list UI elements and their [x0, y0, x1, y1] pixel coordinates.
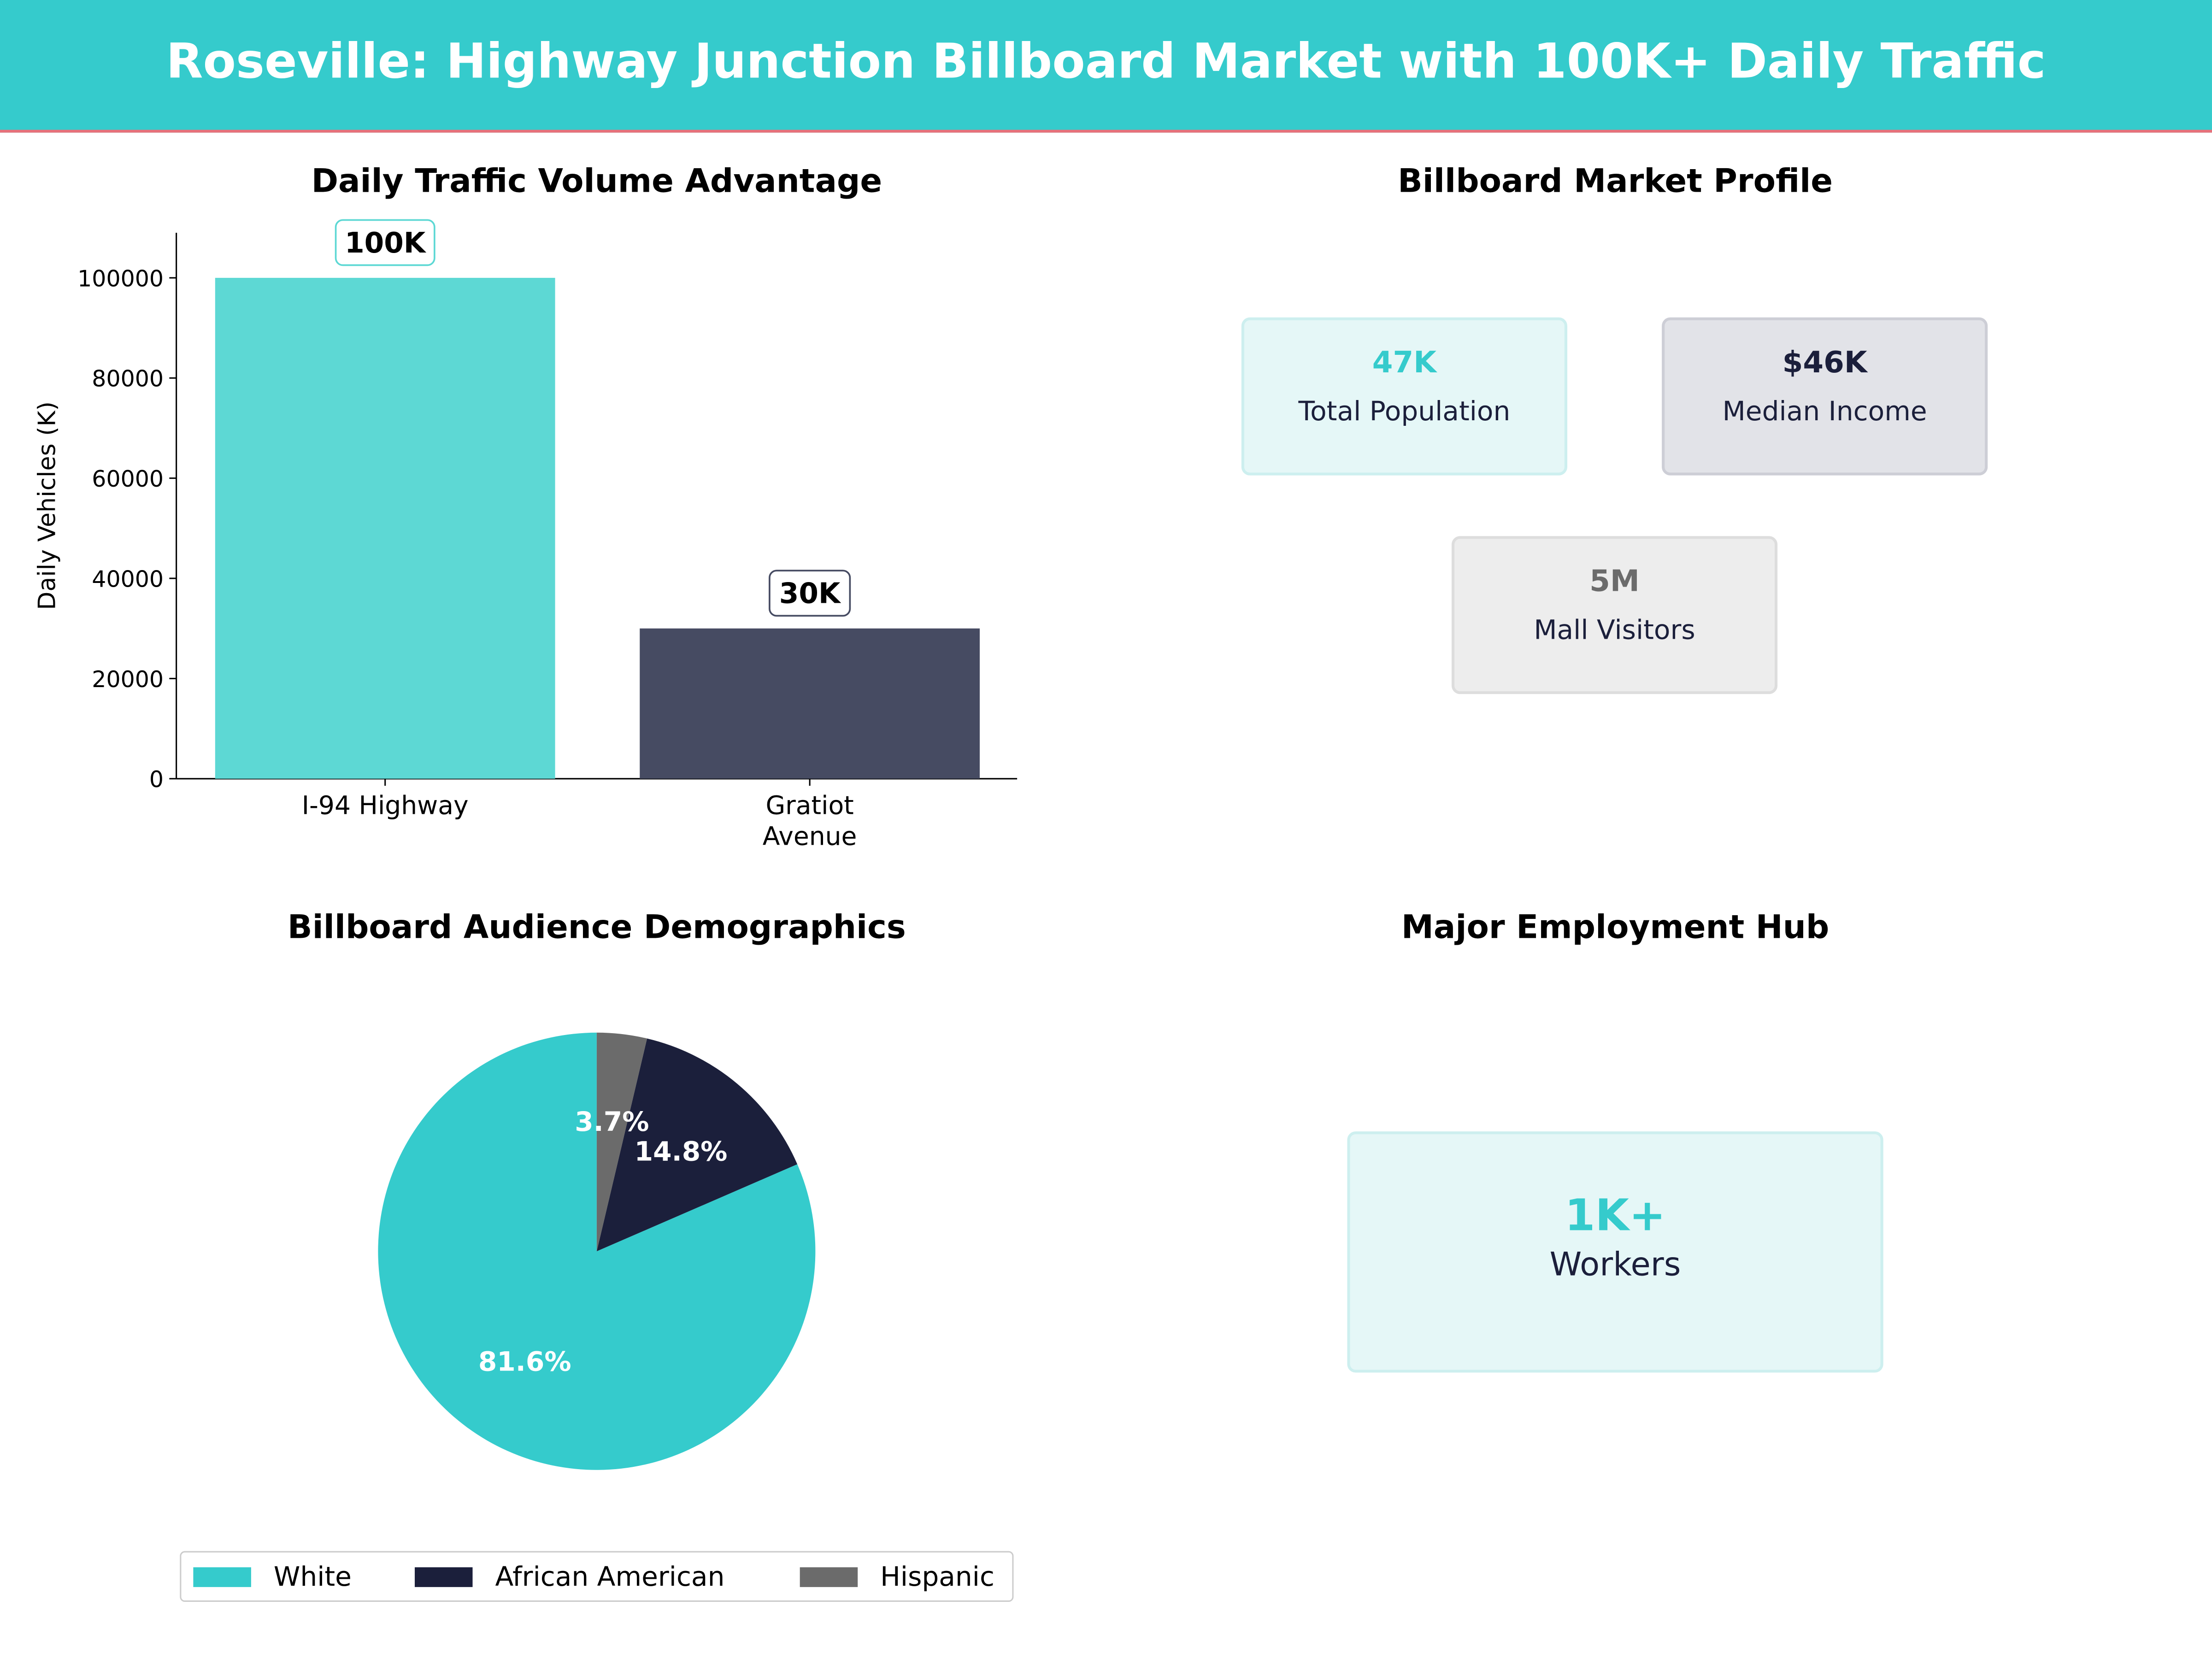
legend-swatch	[800, 1567, 858, 1587]
x-tick-label: Avenue	[763, 822, 857, 851]
pie-value-label: 3.7%	[575, 1106, 649, 1137]
bar	[640, 628, 980, 779]
y-tick-label: 20000	[92, 666, 164, 693]
employment-label: Workers	[1549, 1247, 1681, 1284]
pie-chart: 81.6% 14.8%3.7% White African American Hispa…	[180, 1032, 1014, 1602]
x-tick-label: I-94 Highway	[302, 790, 469, 820]
bar	[215, 277, 555, 779]
data-label: 30K	[779, 577, 841, 610]
card-total-population: 47K Total Population	[1241, 317, 1567, 476]
data-label: 100K	[345, 227, 427, 259]
pie-value-label: 81.6%	[478, 1346, 571, 1377]
legend-label: Hispanic	[880, 1561, 994, 1592]
y-tick-label: 40000	[92, 566, 164, 592]
y-tick-label: 60000	[92, 466, 164, 492]
pie-value-label: 14.8%	[635, 1135, 728, 1167]
data-label-box	[335, 219, 435, 266]
y-tick-label: 0	[149, 766, 164, 793]
card-value: 5M	[1589, 564, 1640, 598]
profile-title: Billboard Market Profile	[1398, 164, 1833, 200]
legend-swatch	[193, 1567, 251, 1587]
bar-chart: 0 20000 40000 60000 80000 100000 Daily Vehicle…	[33, 219, 1018, 851]
card-label: Mall Visitors	[1534, 615, 1695, 647]
pie-slice-hispanic	[596, 1032, 647, 1252]
employment-value: 1K+	[1565, 1190, 1666, 1241]
x-tick-label: Gratiot	[765, 790, 853, 820]
data-label-box	[769, 570, 851, 617]
page-title: Roseville: Highway Junction Billboard Ma…	[166, 34, 2046, 90]
bar-chart-title: Daily Traffic Volume Advantage	[311, 164, 882, 200]
employment-title: Major Employment Hub	[1401, 910, 1830, 947]
legend-label: White	[274, 1561, 352, 1592]
legend-swatch	[414, 1567, 473, 1587]
card-label: Total Population	[1298, 396, 1511, 428]
y-tick-label: 100000	[77, 265, 164, 292]
pie-chart-title: Billboard Audience Demographics	[287, 910, 906, 947]
legend-label: African American	[495, 1561, 724, 1592]
card-label: Median Income	[1722, 396, 1927, 428]
card-mall-visitors: 5M Mall Visitors	[1451, 536, 1778, 694]
y-tick-label: 80000	[92, 366, 164, 392]
pie-slice-white	[378, 1032, 816, 1470]
card-value: 47K	[1372, 345, 1437, 380]
pie-slice-african-american	[596, 1038, 798, 1252]
employment-card: 1K+ Workers	[1347, 1131, 1883, 1373]
header-banner: Roseville: Highway Junction Billboard Ma…	[0, 0, 2212, 133]
legend-box	[180, 1551, 1014, 1602]
card-value: $46K	[1782, 345, 1867, 380]
y-axis-label: Daily Vehicles (K)	[33, 401, 61, 610]
card-median-income: $46K Median Income	[1662, 317, 1988, 476]
